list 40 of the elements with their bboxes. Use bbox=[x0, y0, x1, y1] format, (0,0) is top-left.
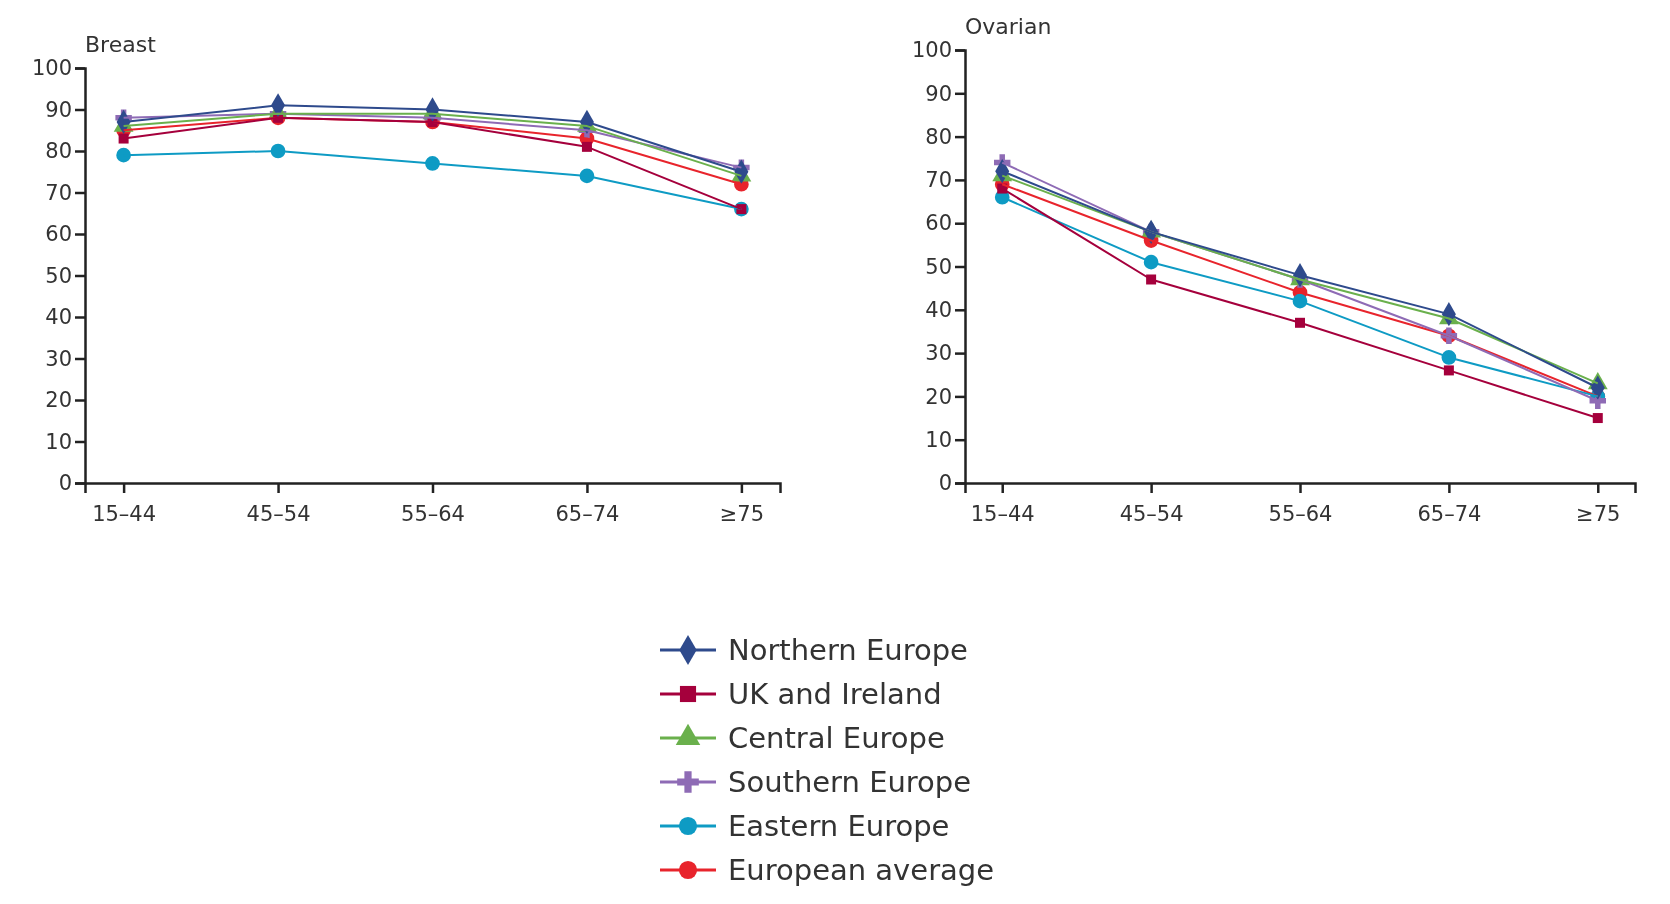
y-tick-label: 50 bbox=[45, 263, 72, 288]
y-tick-label: 30 bbox=[45, 346, 72, 371]
y-tick-label: 40 bbox=[925, 298, 952, 323]
y-tick-label: 100 bbox=[911, 38, 952, 63]
legend-label: Eastern Europe bbox=[728, 809, 950, 843]
y-tick-label: 10 bbox=[45, 429, 72, 454]
y-tick-label: 50 bbox=[925, 254, 952, 279]
y-tick-label: 70 bbox=[45, 180, 72, 205]
legend-label: Northern Europe bbox=[728, 633, 968, 667]
y-tick-label: 40 bbox=[45, 305, 72, 330]
y-tick-label: 20 bbox=[45, 388, 72, 413]
chart-title: Ovarian bbox=[965, 14, 1052, 39]
x-tick-label: ≥75 bbox=[719, 502, 765, 527]
x-tick-label: ≥75 bbox=[1576, 502, 1621, 527]
y-tick-label: 90 bbox=[45, 97, 72, 122]
legend-label: UK and Ireland bbox=[728, 677, 942, 711]
y-tick-label: 70 bbox=[925, 168, 952, 193]
y-tick-label: 60 bbox=[925, 211, 952, 236]
y-tick-label: 30 bbox=[925, 341, 952, 366]
x-tick-label: 45–54 bbox=[1119, 502, 1184, 527]
y-tick-label: 10 bbox=[925, 427, 952, 452]
y-tick-label: 60 bbox=[45, 222, 72, 247]
y-tick-label: 0 bbox=[938, 471, 952, 496]
chart-title: Breast bbox=[85, 32, 157, 57]
y-tick-label: 80 bbox=[925, 124, 952, 149]
x-tick-label: 15–44 bbox=[970, 502, 1035, 527]
legend-label: Southern Europe bbox=[728, 765, 972, 799]
y-tick-label: 20 bbox=[925, 384, 952, 409]
legend-label: Central Europe bbox=[728, 721, 945, 755]
x-tick-label: 45–54 bbox=[246, 502, 311, 527]
y-tick-label: 100 bbox=[31, 56, 72, 81]
legend-label: European average bbox=[728, 853, 995, 887]
y-tick-label: 90 bbox=[925, 81, 952, 106]
x-tick-label: 55–64 bbox=[1268, 502, 1333, 527]
y-tick-label: 80 bbox=[45, 139, 72, 164]
x-tick-label: 15–44 bbox=[92, 502, 157, 527]
x-tick-label: 55–64 bbox=[401, 502, 465, 527]
x-tick-label: 65–74 bbox=[1417, 502, 1482, 527]
y-tick-label: 0 bbox=[58, 471, 72, 496]
x-tick-label: 65–74 bbox=[555, 502, 620, 527]
